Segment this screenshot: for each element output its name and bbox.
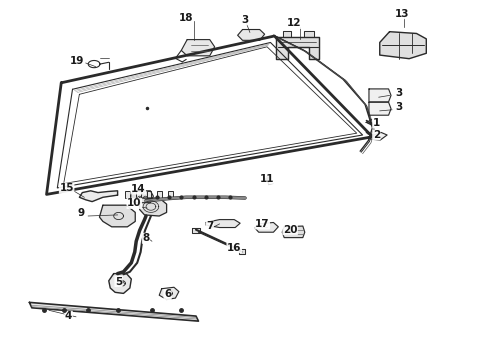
- Polygon shape: [369, 89, 391, 102]
- Text: 18: 18: [179, 13, 194, 23]
- Polygon shape: [369, 102, 391, 115]
- Text: 10: 10: [127, 198, 142, 208]
- Text: 3: 3: [242, 15, 248, 25]
- Text: 12: 12: [287, 18, 301, 28]
- Text: 4: 4: [65, 311, 73, 321]
- Polygon shape: [181, 40, 215, 56]
- Polygon shape: [99, 205, 135, 227]
- Text: 6: 6: [164, 289, 171, 300]
- Text: 3: 3: [396, 102, 403, 112]
- Bar: [157, 191, 162, 198]
- Bar: [125, 191, 130, 198]
- Polygon shape: [109, 274, 131, 293]
- Text: 13: 13: [394, 9, 409, 19]
- Text: 19: 19: [70, 56, 85, 66]
- Polygon shape: [159, 287, 179, 300]
- Text: 3: 3: [396, 88, 403, 98]
- Polygon shape: [79, 191, 118, 202]
- Bar: [168, 191, 173, 198]
- Polygon shape: [238, 30, 265, 40]
- Text: 14: 14: [131, 184, 146, 194]
- Text: 7: 7: [206, 221, 214, 231]
- Polygon shape: [29, 302, 198, 321]
- Polygon shape: [140, 198, 167, 216]
- Polygon shape: [368, 132, 387, 140]
- Polygon shape: [255, 222, 278, 232]
- Polygon shape: [276, 37, 319, 59]
- Text: 20: 20: [283, 225, 297, 235]
- Text: 17: 17: [255, 219, 270, 229]
- Bar: [136, 191, 141, 198]
- Text: 11: 11: [260, 174, 274, 184]
- Polygon shape: [304, 31, 314, 37]
- Polygon shape: [283, 31, 291, 37]
- Text: 15: 15: [59, 183, 74, 193]
- Polygon shape: [131, 191, 153, 203]
- Polygon shape: [282, 226, 305, 238]
- Text: 5: 5: [115, 276, 122, 287]
- Polygon shape: [206, 220, 240, 228]
- Bar: [147, 191, 151, 198]
- Text: 2: 2: [373, 130, 380, 140]
- Polygon shape: [380, 32, 426, 59]
- Text: 1: 1: [373, 118, 380, 128]
- Text: 16: 16: [227, 243, 242, 253]
- Polygon shape: [239, 249, 245, 254]
- Text: 8: 8: [143, 233, 149, 243]
- Polygon shape: [192, 228, 200, 233]
- Text: 9: 9: [77, 208, 84, 218]
